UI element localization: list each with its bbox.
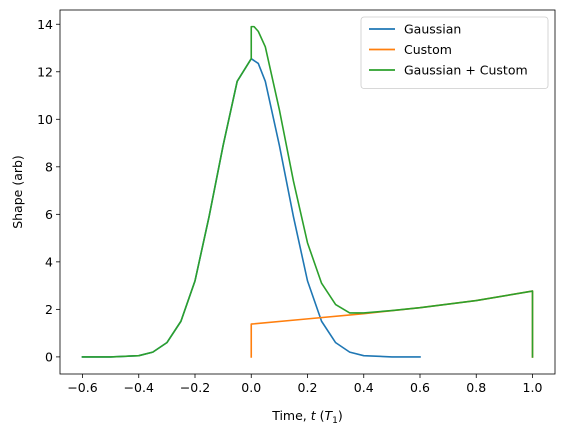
y-tick-label: 14 xyxy=(37,17,53,32)
x-tick-label: 0.2 xyxy=(298,380,318,395)
legend-label-2: Custom xyxy=(404,42,452,57)
x-tick-label: 1.0 xyxy=(523,380,543,395)
x-axis-label-base: T xyxy=(325,408,334,423)
y-axis-label: Shape (arb) xyxy=(10,155,25,229)
x-tick-label: 0.8 xyxy=(466,380,486,395)
x-axis-label-var: t xyxy=(311,408,317,423)
legend-box xyxy=(360,16,549,89)
x-tick-label: 0.4 xyxy=(354,380,374,395)
legend-label-3: Gaussian + Custom xyxy=(404,63,528,78)
y-tick-label: 2 xyxy=(45,302,53,317)
y-tick-label: 4 xyxy=(45,254,53,269)
x-axis-label: Time, t (T1) xyxy=(271,408,343,426)
ticks-layer: −0.6 −0.4 −0.2 0.0 0.2 0.4 0.6 0.8 1.0 0 2 4 6 8 10 12 1… xyxy=(37,17,542,395)
x-tick-label: 0.6 xyxy=(410,380,430,395)
x-axis-label-mid: ( xyxy=(316,408,325,423)
series-line-3 xyxy=(81,25,534,358)
x-tick-label: 0.0 xyxy=(241,380,261,395)
x-axis-label-suffix: ) xyxy=(338,408,343,423)
x-tick-label: −0.4 xyxy=(124,380,154,395)
x-axis-label-sub: 1 xyxy=(332,416,338,426)
y-tick-label: 6 xyxy=(45,207,53,222)
y-tick-label: 0 xyxy=(45,349,53,364)
x-tick-label: −0.2 xyxy=(180,380,210,395)
legend: Gaussian Custom Gaussian + Custom xyxy=(360,16,549,89)
y-tick-label: 10 xyxy=(37,112,53,127)
x-tick-label: −0.6 xyxy=(67,380,97,395)
y-tick-label: 12 xyxy=(37,64,53,79)
plot-layer xyxy=(81,25,534,358)
legend-label-1: Gaussian xyxy=(404,22,461,37)
x-axis-label-prefix: Time, xyxy=(271,408,311,423)
y-tick-label: 8 xyxy=(45,159,53,174)
